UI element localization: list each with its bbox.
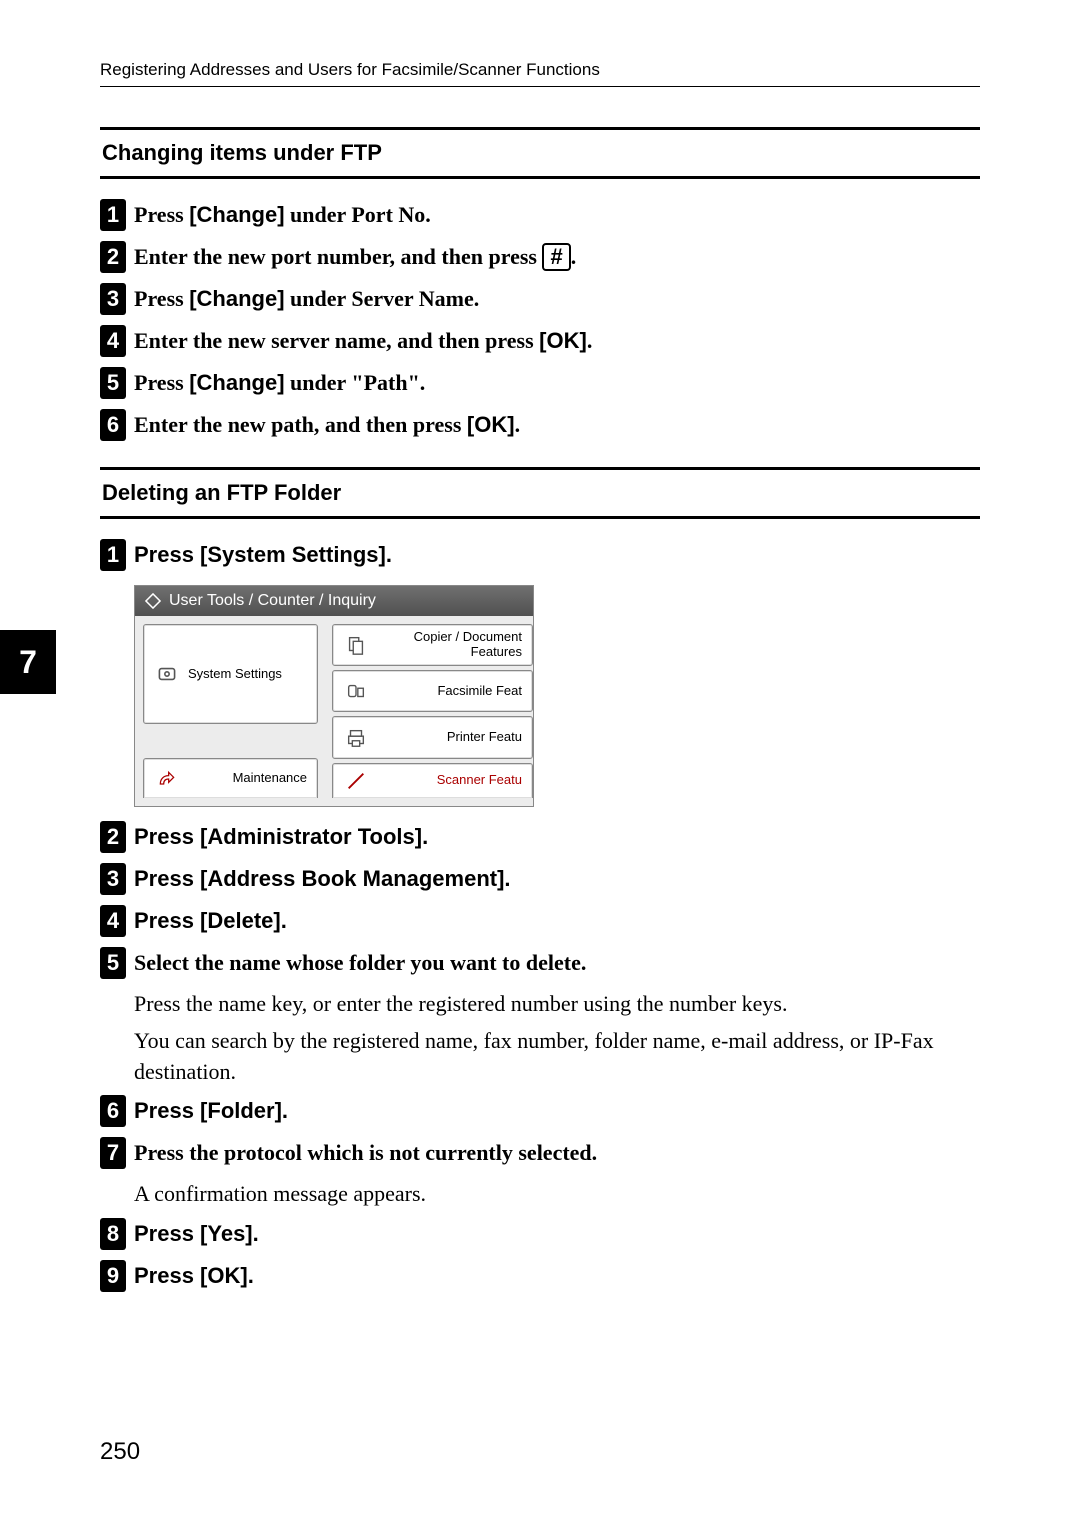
maintenance-label: Maintenance [188, 771, 307, 786]
diamond-icon [145, 593, 161, 609]
step-number-icon: 8 [100, 1218, 126, 1250]
section-a-title: Changing items under FTP [100, 130, 980, 172]
section-a-rule-bottom [100, 176, 980, 179]
printer-button[interactable]: Printer Featu [332, 716, 533, 758]
step-b-9: 9 Press [OK]. [100, 1260, 980, 1292]
step-number-icon: 6 [100, 1095, 126, 1127]
step-number-icon: 6 [100, 409, 126, 441]
step-number-icon: 2 [100, 821, 126, 853]
step-number-icon: 9 [100, 1260, 126, 1292]
chapter-tab: 7 [0, 630, 56, 694]
step-text: Enter the new server name, and then pres… [134, 326, 592, 357]
scanner-icon [343, 768, 369, 794]
system-settings-label: System Settings [188, 667, 307, 682]
step-b-1: 1 Press [System Settings]. [100, 539, 980, 571]
para-search: You can search by the registered name, f… [134, 1026, 980, 1088]
step-b-6: 6 Press [Folder]. [100, 1095, 980, 1127]
step-a-5: 5 Press [Change] under "Path". [100, 367, 980, 399]
ui-titlebar: User Tools / Counter / Inquiry [135, 586, 533, 616]
step-text: Press [Administrator Tools]. [134, 822, 428, 853]
step-text: Press [Folder]. [134, 1096, 288, 1127]
step-b-3: 3 Press [Address Book Management]. [100, 863, 980, 895]
copier-button[interactable]: Copier / Document Features [332, 624, 533, 666]
step-text: Press [Change] under Server Name. [134, 284, 479, 315]
step-text: Enter the new path, and then press [OK]. [134, 410, 520, 441]
scanner-label: Scanner Featu [377, 773, 522, 788]
step-number-icon: 2 [100, 241, 126, 273]
step-text: Press [Change] under Port No. [134, 200, 431, 231]
printer-icon [343, 725, 369, 751]
step-text: Press [Address Book Management]. [134, 864, 511, 895]
step-number-icon: 5 [100, 367, 126, 399]
section-b-rule-bottom [100, 516, 980, 519]
step-number-icon: 1 [100, 199, 126, 231]
step-number-icon: 1 [100, 539, 126, 571]
fax-icon [343, 678, 369, 704]
step-text: Press [Change] under "Path". [134, 368, 425, 399]
step-number-icon: 4 [100, 325, 126, 357]
step-text: Press [OK]. [134, 1261, 254, 1292]
step-a-2: 2 Enter the new port number, and then pr… [100, 241, 980, 273]
header-rule [100, 86, 980, 87]
ui-body: System Settings Maintenance Copier / Doc… [135, 616, 533, 806]
maintenance-icon [154, 766, 180, 792]
step-text: Press [Yes]. [134, 1219, 259, 1250]
fax-label: Facsimile Feat [377, 684, 522, 699]
step-text: Enter the new port number, and then pres… [134, 242, 576, 273]
step-b-4: 4 Press [Delete]. [100, 905, 980, 937]
step-number-icon: 5 [100, 947, 126, 979]
copier-icon [343, 632, 369, 658]
step-a-4: 4 Enter the new server name, and then pr… [100, 325, 980, 357]
step-b-2: 2 Press [Administrator Tools]. [100, 821, 980, 853]
page-number: 250 [100, 1438, 140, 1466]
system-settings-button[interactable]: System Settings [143, 624, 318, 724]
maintenance-button[interactable]: Maintenance [143, 758, 318, 798]
printer-label: Printer Featu [377, 730, 522, 745]
step-b-7: 7 Press the protocol which is not curren… [100, 1137, 980, 1169]
gear-icon [154, 661, 180, 687]
running-head: Registering Addresses and Users for Facs… [100, 60, 980, 80]
step-a-3: 3 Press [Change] under Server Name. [100, 283, 980, 315]
step-a-6: 6 Enter the new path, and then press [OK… [100, 409, 980, 441]
scanner-button[interactable]: Scanner Featu [332, 763, 533, 798]
step-number-icon: 4 [100, 905, 126, 937]
step-text: Press [Delete]. [134, 906, 287, 937]
step-number-icon: 3 [100, 863, 126, 895]
ui-screenshot: User Tools / Counter / Inquiry System Se… [134, 585, 534, 807]
step-b-5: 5 Select the name whose folder you want … [100, 947, 980, 979]
step-number-icon: 3 [100, 283, 126, 315]
copier-label: Copier / Document Features [377, 630, 522, 660]
step-b-8: 8 Press [Yes]. [100, 1218, 980, 1250]
hash-key-icon: # [542, 243, 570, 271]
step-a-1: 1 Press [Change] under Port No. [100, 199, 980, 231]
section-b-title: Deleting an FTP Folder [100, 470, 980, 512]
ui-title: User Tools / Counter / Inquiry [169, 592, 376, 610]
step-text: Select the name whose folder you want to… [134, 948, 586, 979]
step-number-icon: 7 [100, 1137, 126, 1169]
step-text: Press the protocol which is not currentl… [134, 1138, 597, 1169]
fax-button[interactable]: Facsimile Feat [332, 670, 533, 712]
para-name-key: Press the name key, or enter the registe… [134, 989, 980, 1020]
step-text: Press [System Settings]. [134, 540, 392, 571]
para-confirm: A confirmation message appears. [134, 1179, 980, 1210]
